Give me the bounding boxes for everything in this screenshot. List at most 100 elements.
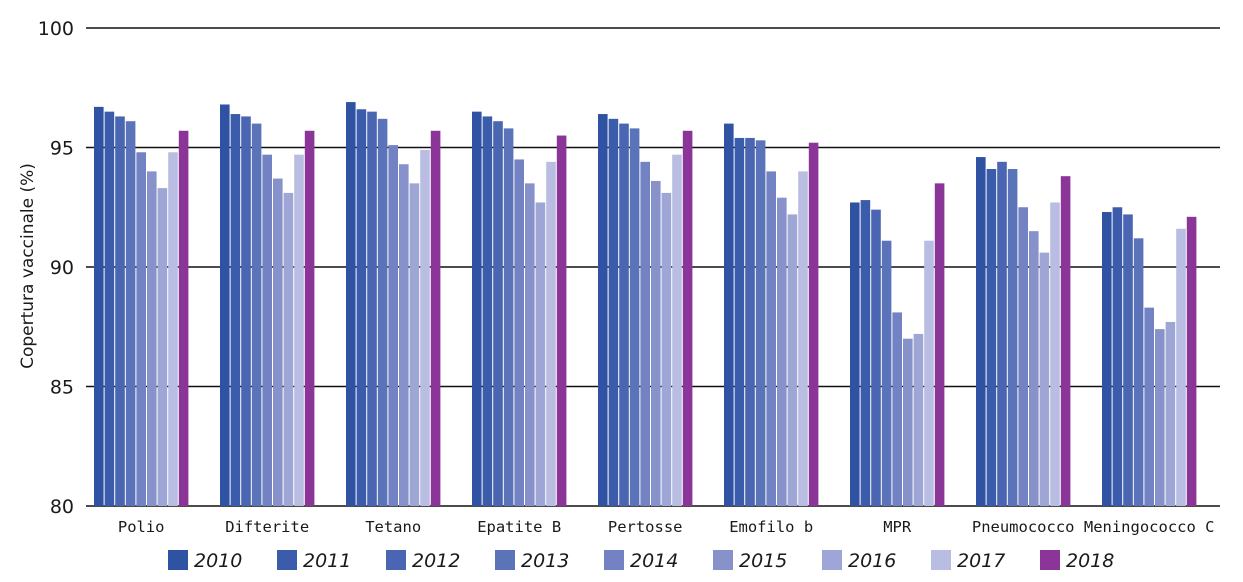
legend-swatch-2016	[822, 550, 842, 570]
x-tick-label: Pertosse	[608, 518, 683, 536]
bar-emofilo-b-2017	[798, 171, 808, 506]
y-tick-label: 90	[50, 257, 74, 279]
bar-epatite-b-2018	[556, 135, 567, 507]
bar-difterite-2012	[241, 116, 251, 507]
bar-pneumococco-2014	[1018, 207, 1028, 506]
legend-swatch-2014	[604, 550, 624, 570]
bar-polio-2014	[136, 152, 146, 506]
bar-pneumococco-2013	[1007, 169, 1018, 506]
bar-meningococco-c-2012	[1123, 214, 1133, 507]
legend-swatch-2012	[386, 550, 406, 570]
bar-difterite-2011	[230, 114, 241, 506]
bar-pertosse-2012	[619, 123, 629, 506]
legend-swatch-2013	[495, 550, 515, 570]
bar-tetano-2017	[420, 149, 430, 506]
bar-emofilo-b-2010	[724, 123, 734, 506]
bar-epatite-b-2012	[493, 121, 503, 507]
bar-polio-2012	[115, 116, 125, 507]
x-tick-label: Epatite B	[477, 518, 561, 536]
bar-tetano-2016	[409, 183, 420, 506]
x-axis-ticks: Polio Difterite Tetano Epatite B Pertosse Emo…	[118, 518, 1215, 536]
bar-emofilo-b-2015	[777, 197, 787, 506]
bar-meningococco-c-2017	[1176, 228, 1186, 506]
bar-emofilo-b-2012	[745, 137, 755, 506]
bar-mpr-2015	[903, 338, 913, 506]
bar-mpr-2012	[871, 209, 881, 506]
bar-mpr-2010	[850, 202, 860, 506]
bar-pneumococco-2016	[1039, 252, 1050, 506]
bar-polio-2018	[178, 130, 189, 506]
legend-label-2014: 2014	[630, 550, 678, 572]
bar-difterite-2014	[262, 154, 272, 507]
x-tick-label: MPR	[883, 518, 912, 536]
bar-pertosse-2014	[640, 161, 650, 506]
legend-label-2015: 2015	[739, 550, 787, 572]
x-tick-label: Emofilo b	[729, 518, 813, 536]
bar-tetano-2014	[388, 145, 398, 507]
legend: 2010 2011 2012 2013 2014 2015 2016 2017 2018	[168, 550, 1114, 572]
bars	[94, 102, 1197, 507]
bar-tetano-2018	[430, 130, 441, 506]
x-tick-label: Tetano	[365, 518, 421, 536]
bar-mpr-2017	[924, 240, 934, 506]
bar-difterite-2016	[283, 192, 294, 506]
legend-swatch-2011	[277, 550, 297, 570]
x-tick-label: Difterite	[225, 518, 309, 536]
legend-swatch-2017	[931, 550, 951, 570]
bar-epatite-b-2011	[482, 116, 493, 507]
bar-meningococco-c-2013	[1133, 238, 1144, 506]
bar-epatite-b-2016	[535, 202, 546, 506]
bar-epatite-b-2017	[546, 161, 556, 506]
bar-epatite-b-2013	[503, 128, 514, 506]
bar-difterite-2017	[294, 154, 304, 507]
bar-mpr-2018	[934, 183, 945, 506]
bar-pneumococco-2011	[986, 169, 997, 506]
bar-polio-2010	[94, 106, 104, 507]
legend-label-2010: 2010	[194, 550, 242, 572]
bar-mpr-2014	[892, 312, 902, 506]
bar-emofilo-b-2014	[766, 171, 776, 506]
legend-label-2017: 2017	[957, 550, 1005, 572]
bar-pertosse-2017	[672, 154, 682, 507]
bar-pneumococco-2017	[1050, 202, 1060, 506]
bar-meningococco-c-2018	[1186, 216, 1197, 506]
bar-pertosse-2010	[598, 114, 608, 506]
bar-pertosse-2011	[608, 118, 619, 506]
legend-label-2018: 2018	[1066, 550, 1114, 572]
bar-emofilo-b-2013	[755, 140, 766, 506]
bar-meningococco-c-2015	[1155, 329, 1165, 506]
bar-meningococco-c-2016	[1165, 321, 1176, 506]
bar-pertosse-2018	[682, 130, 693, 506]
legend-swatch-2010	[168, 550, 188, 570]
y-axis-label: Copertura vaccinale (%)	[18, 163, 38, 369]
bar-meningococco-c-2010	[1102, 212, 1112, 506]
legend-swatch-2015	[713, 550, 733, 570]
bar-pertosse-2016	[661, 192, 672, 506]
y-axis-ticks: 80 85 90 95 100	[38, 18, 74, 518]
bar-polio-2017	[168, 152, 178, 506]
y-tick-label: 100	[38, 18, 74, 40]
bar-tetano-2015	[399, 164, 409, 507]
bar-tetano-2012	[367, 111, 377, 507]
x-tick-label: Pneumococco	[972, 518, 1075, 536]
bar-epatite-b-2014	[514, 159, 524, 506]
legend-label-2013: 2013	[521, 550, 569, 572]
bar-polio-2011	[104, 111, 115, 507]
legend-swatch-2018	[1040, 550, 1060, 570]
bar-difterite-2013	[251, 123, 262, 506]
bar-difterite-2010	[220, 104, 230, 506]
x-tick-label: Meningococco C	[1084, 518, 1215, 536]
bar-pertosse-2015	[651, 180, 661, 506]
legend-label-2016: 2016	[848, 550, 896, 572]
y-tick-label: 80	[50, 496, 74, 518]
bar-polio-2016	[157, 188, 168, 506]
legend-label-2011: 2011	[303, 550, 351, 572]
bar-polio-2013	[125, 121, 136, 507]
bar-pneumococco-2018	[1060, 176, 1071, 506]
bar-pneumococco-2012	[997, 161, 1007, 506]
bar-polio-2015	[147, 171, 157, 506]
bar-meningococco-c-2014	[1144, 307, 1154, 506]
bar-emofilo-b-2018	[808, 142, 819, 506]
bar-mpr-2011	[860, 200, 871, 506]
